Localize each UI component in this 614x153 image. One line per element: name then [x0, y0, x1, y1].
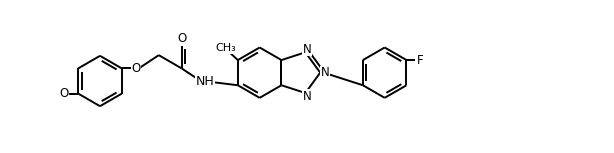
Text: N: N — [303, 43, 312, 56]
Text: O: O — [131, 62, 141, 75]
Text: O: O — [60, 87, 69, 100]
Text: N: N — [321, 66, 330, 79]
Text: NH: NH — [195, 75, 214, 88]
Text: N: N — [303, 90, 312, 103]
Text: F: F — [417, 54, 424, 67]
Text: O: O — [177, 32, 186, 45]
Text: CH₃: CH₃ — [216, 43, 236, 53]
